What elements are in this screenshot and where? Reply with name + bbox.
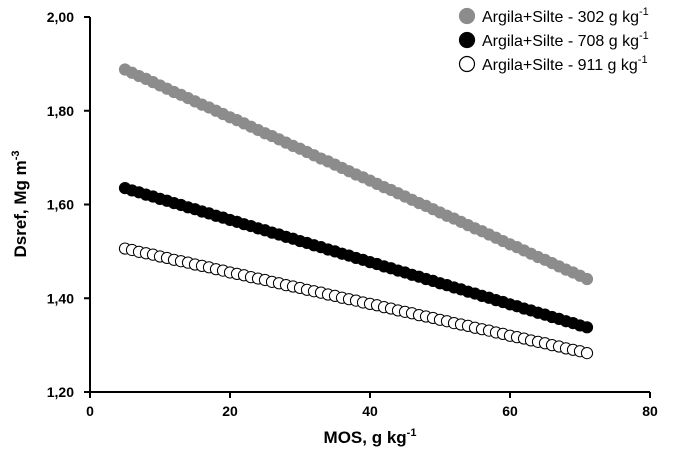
legend-marker [458,31,476,49]
x-tick-label: 80 [642,403,658,419]
legend-marker [458,7,476,25]
data-point [580,321,594,334]
legend-label: Argila+Silte - 708 g kg-1 [482,30,649,50]
x-tick-label: 0 [86,403,94,419]
y-tick-label: 1,20 [47,384,74,400]
legend-label: Argila+Silte - 302 g kg-1 [482,6,649,26]
x-axis-title: MOS, g kg-1 [324,427,417,447]
y-axis-title-main: Dsref, Mg m [11,160,30,257]
data-points [118,63,594,360]
y-tick-label: 1,40 [47,290,74,306]
legend-label-main: Argila+Silte - 911 g kg [482,57,638,74]
x-tick-label: 40 [362,403,378,419]
series-1 [118,63,594,286]
axes: 0 20 40 60 80 1,20 1,40 1,60 1,80 2,00 [47,9,658,419]
series-2 [118,181,594,334]
data-point [580,346,594,360]
data-point [580,272,594,286]
x-tick-label: 20 [222,403,238,419]
legend-label-sup: -1 [639,30,649,42]
legend-label-sup: -1 [639,6,649,18]
y-axis-title: Dsref, Mg m-3 [10,150,30,257]
x-tick-label: 60 [502,403,518,419]
x-axis-title-sup: -1 [407,427,417,439]
legend-marker [458,55,476,73]
x-axis-title-main: MOS, g kg [324,428,407,447]
y-axis-title-sup: -3 [10,150,22,160]
y-tick-label: 1,60 [47,197,74,213]
legend-label-main: Argila+Silte - 302 g kg [482,9,639,26]
legend-label-main: Argila+Silte - 708 g kg [482,33,639,50]
y-tick-label: 2,00 [47,9,74,25]
y-tick-label: 1,80 [47,103,74,119]
series-3 [118,242,594,360]
legend-label-sup: -1 [638,54,648,66]
legend-label: Argila+Silte - 911 g kg-1 [482,54,648,74]
